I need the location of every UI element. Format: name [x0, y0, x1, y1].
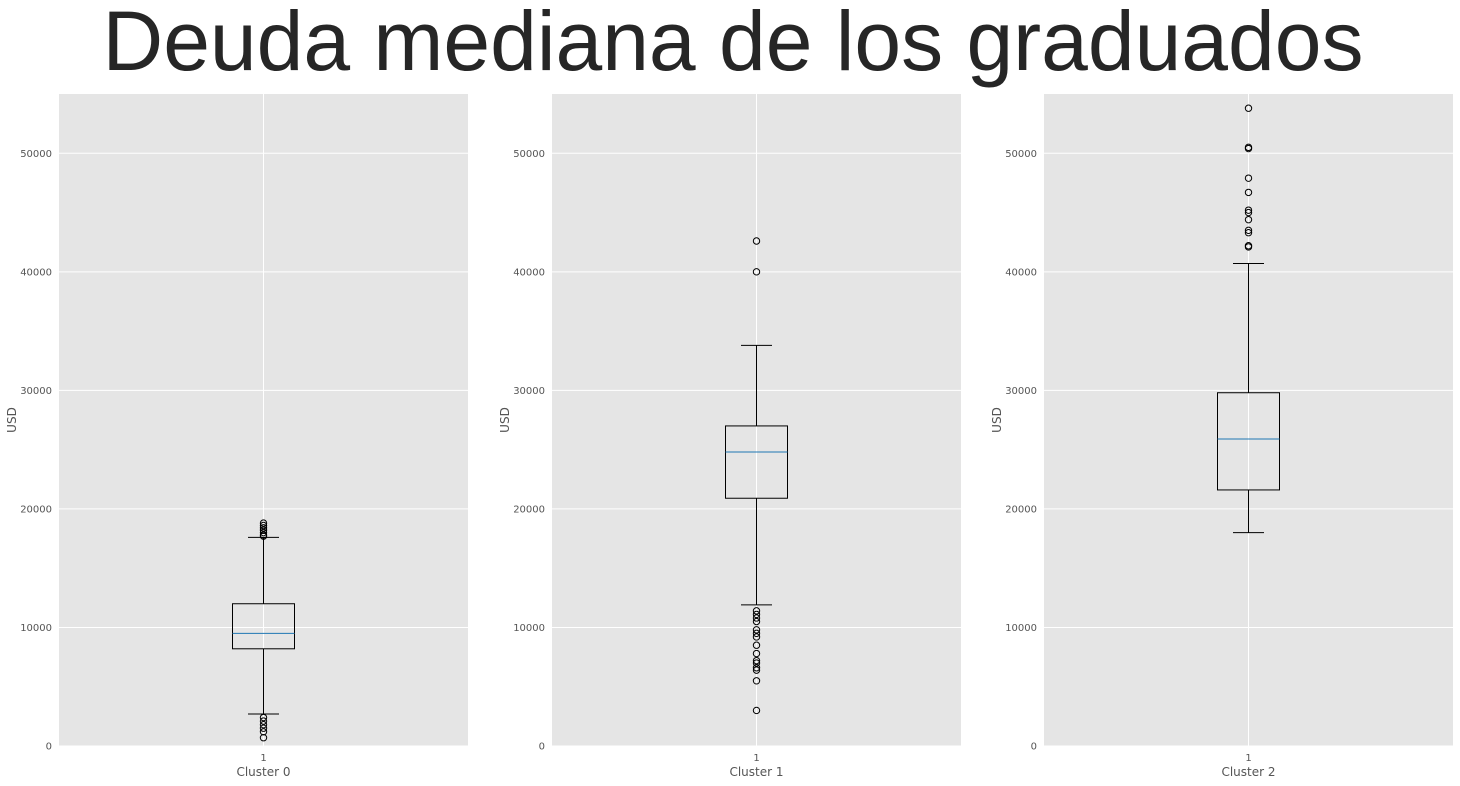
outlier-point	[752, 607, 761, 615]
outlier-point	[259, 526, 268, 534]
outlier-point	[752, 614, 761, 622]
y-tick-label: 40000	[20, 267, 52, 278]
y-tick-label: 20000	[20, 504, 52, 515]
outlier-point	[1244, 174, 1253, 182]
y-tick-label: 10000	[513, 623, 545, 634]
outlier-point	[259, 720, 268, 729]
outlier-point	[1244, 242, 1253, 250]
outlier-point	[259, 531, 268, 539]
outlier-point	[259, 528, 268, 537]
x-axis-label: Cluster 2	[1221, 765, 1275, 779]
outlier-point	[752, 626, 761, 634]
outlier-point	[1244, 208, 1253, 217]
outlier-point	[752, 610, 761, 619]
outlier-point	[752, 664, 761, 672]
outlier-point	[1244, 104, 1253, 112]
y-tick-label: 0	[46, 742, 52, 753]
outlier-point	[259, 524, 268, 532]
chart-title: Deuda mediana de los graduados	[103, 0, 1364, 88]
outlier-point	[752, 237, 761, 245]
y-tick-label: 0	[1031, 742, 1037, 753]
y-tick-label: 0	[539, 742, 545, 753]
outlier-point	[752, 629, 761, 638]
outlier-point	[1244, 228, 1253, 237]
outlier-point	[259, 728, 268, 736]
outlier-point	[752, 617, 761, 626]
outlier-point	[752, 656, 761, 665]
y-tick-label: 10000	[1005, 623, 1037, 634]
y-tick-label: 20000	[513, 504, 545, 515]
outlier-point	[752, 268, 761, 276]
outlier-point	[1244, 226, 1253, 235]
y-tick-label: 30000	[20, 386, 52, 397]
outlier-point	[1244, 188, 1253, 197]
outlier-point	[752, 633, 761, 641]
outlier-point	[752, 677, 761, 685]
outlier-point	[259, 519, 268, 527]
y-tick-label: 30000	[513, 386, 545, 397]
y-axis-label: USD	[498, 407, 512, 433]
outlier-point	[259, 713, 268, 722]
y-tick-label: 50000	[1005, 149, 1037, 160]
y-tick-label: 40000	[1005, 267, 1037, 278]
y-axis-label: USD	[990, 407, 1004, 433]
outlier-point	[259, 724, 268, 732]
outlier-point	[1244, 143, 1253, 152]
x-axis-label: Cluster 0	[236, 765, 290, 779]
x-tick-label: 1	[1245, 753, 1251, 764]
iqr-box	[1217, 392, 1280, 491]
y-tick-label: 20000	[1005, 504, 1037, 515]
outlier-point	[259, 717, 268, 725]
y-tick-label: 40000	[513, 267, 545, 278]
y-tick-label: 50000	[513, 149, 545, 160]
iqr-box	[725, 425, 788, 499]
outlier-point	[752, 641, 761, 649]
x-axis-label: Cluster 1	[729, 765, 783, 779]
outlier-point	[752, 659, 761, 667]
iqr-box	[232, 603, 295, 650]
x-tick-label: 1	[753, 753, 759, 764]
outlier-point	[259, 521, 268, 530]
x-tick-label: 1	[260, 753, 266, 764]
outlier-point	[752, 706, 761, 715]
y-tick-label: 30000	[1005, 386, 1037, 397]
y-tick-label: 50000	[20, 149, 52, 160]
y-axis-label: USD	[5, 407, 19, 433]
y-tick-label: 10000	[20, 623, 52, 634]
outlier-point	[752, 649, 761, 658]
outlier-point	[752, 666, 761, 674]
outlier-point	[1244, 206, 1253, 214]
outlier-point	[1244, 215, 1253, 224]
